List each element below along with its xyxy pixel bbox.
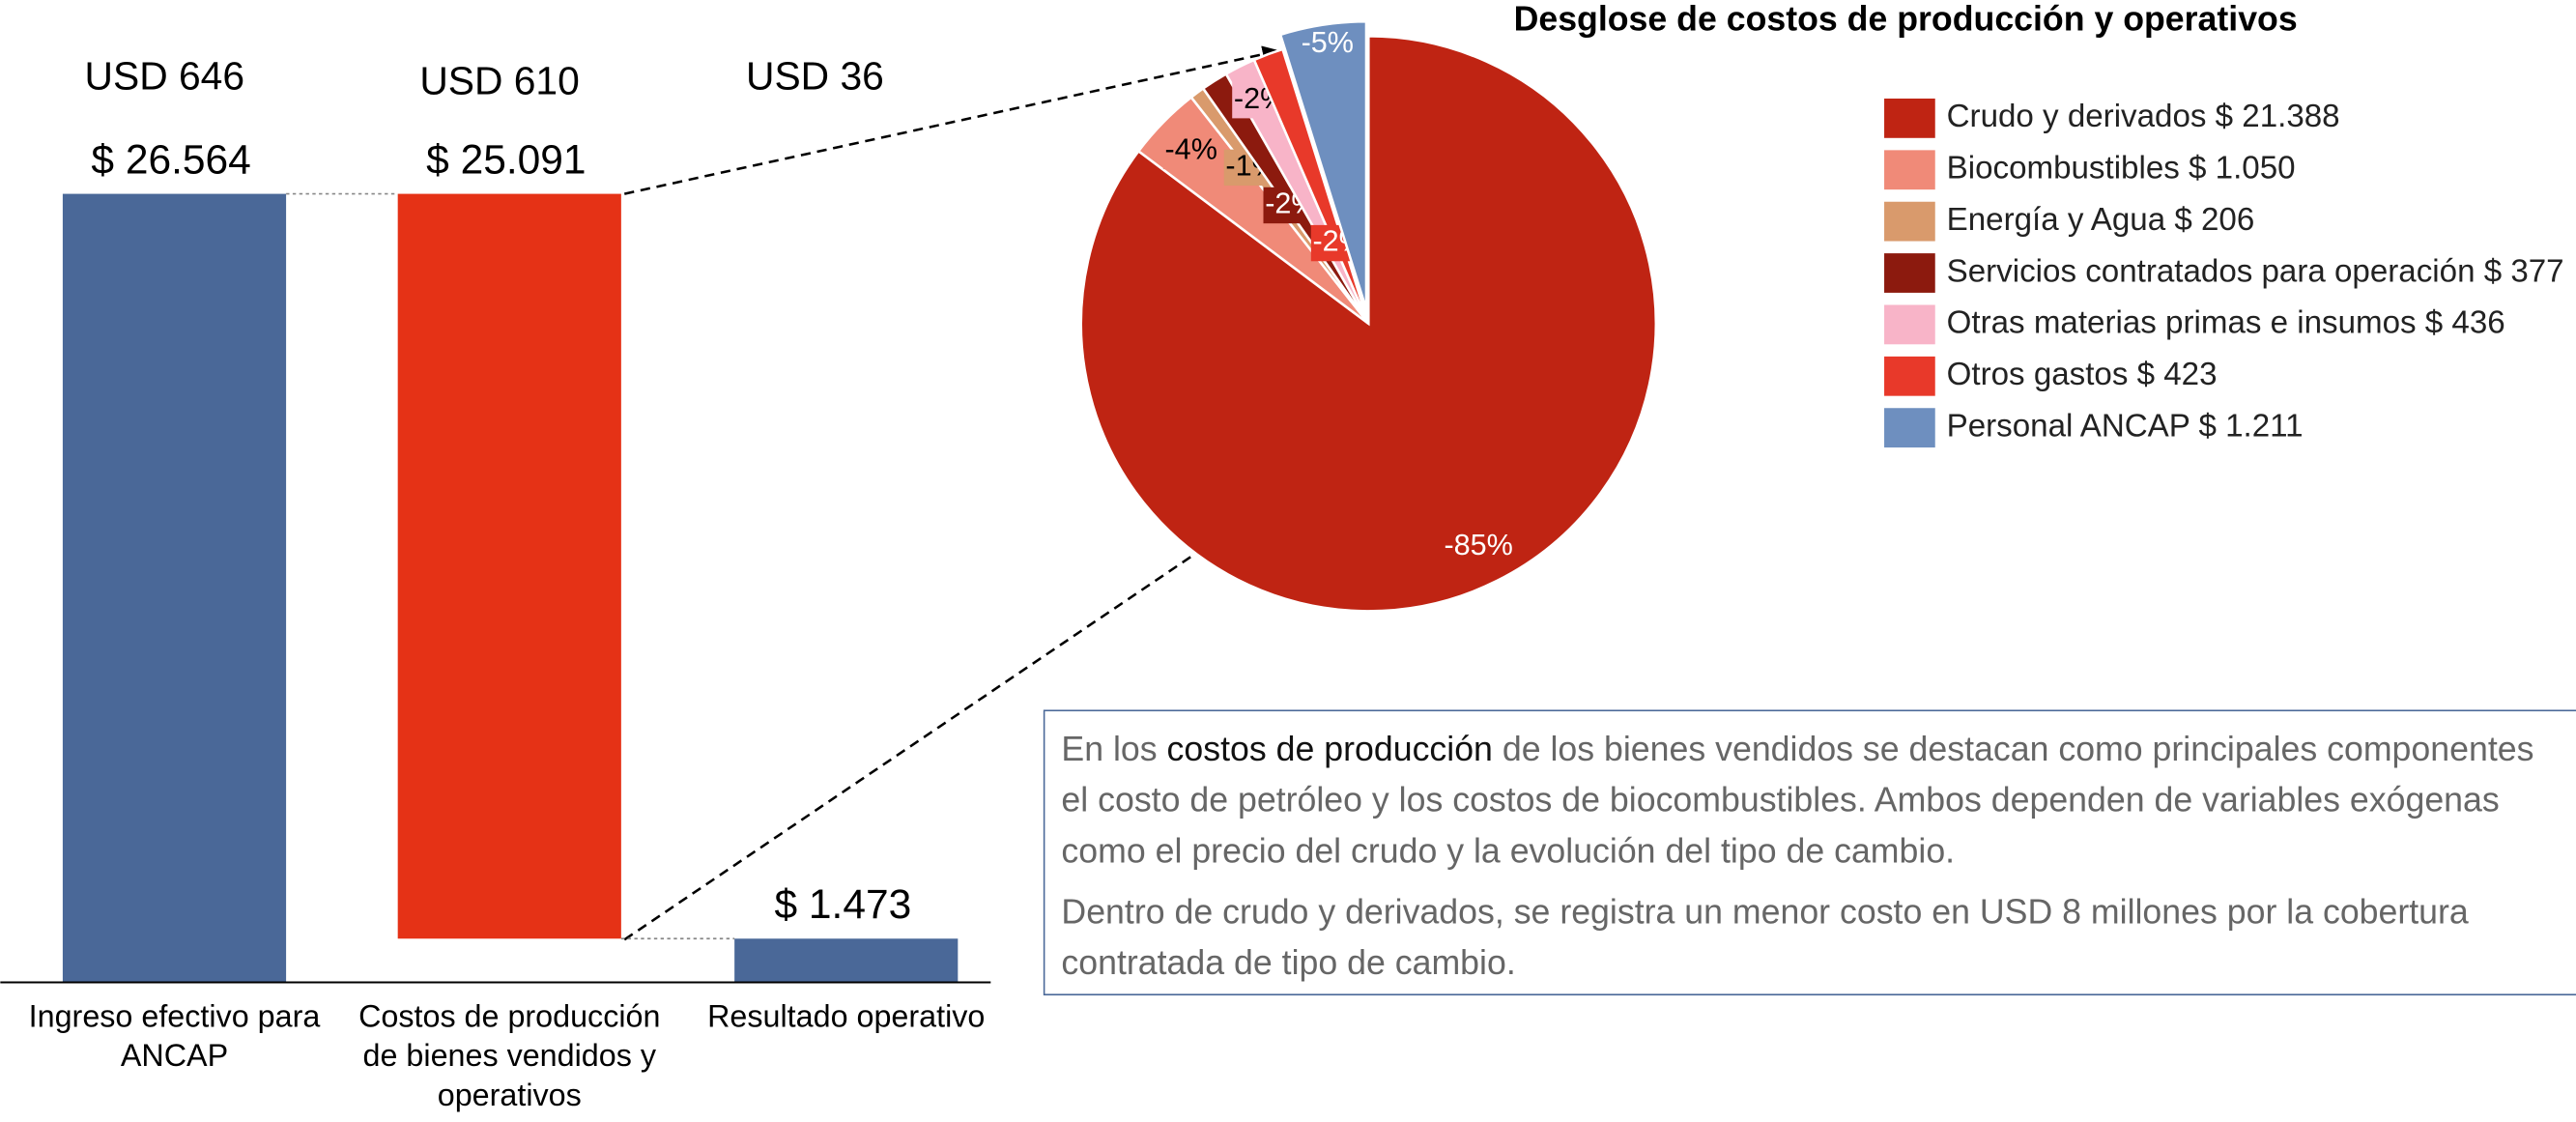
note-text: costos de producción [1166, 731, 1493, 769]
legend-label: Otras materias primas e insumos $ 436 [1947, 305, 2505, 341]
label-bg [1162, 132, 1219, 170]
note-paragraph: En los costos de producción de los biene… [1061, 725, 2568, 877]
legend-swatch [1884, 201, 1935, 242]
data-label: -85% [1444, 529, 1512, 561]
x-tick-label-box: Costos de producción de bienes vendidos … [358, 1000, 661, 1114]
value-label: $ 26.564 [91, 138, 250, 184]
pie-title: Desglose de costos de producción y opera… [1514, 0, 2298, 39]
usd-label: USD 646 [85, 53, 244, 98]
x-tick-label-box: Ingreso efectivo para ANCAP [28, 1000, 321, 1075]
usd-label: USD 36 [746, 53, 884, 98]
arrow [623, 534, 1224, 941]
legend-swatch [1884, 356, 1935, 396]
bar [397, 193, 621, 939]
usd-label: USD 610 [419, 58, 579, 102]
pie-slice [1278, 19, 1368, 310]
data-label: -4% [1165, 132, 1217, 165]
note-paragraph: Dentro de crudo y derivados, se registra… [1061, 887, 2568, 989]
value-label: $ 25.091 [426, 138, 586, 184]
note-text: Dentro de crudo y derivados, se registra… [1061, 893, 2469, 983]
arrow [623, 45, 1280, 195]
legend-swatch [1884, 408, 1935, 448]
legend-swatch [1884, 150, 1935, 190]
note-text: de los bienes vendidos se destacan como … [1061, 731, 2534, 871]
value-label: $ 1.473 [774, 882, 911, 928]
data-label: -5% [1302, 26, 1354, 59]
note: En los costos de producción de los biene… [1043, 709, 2576, 996]
legend-swatch [1884, 253, 1935, 293]
bar [62, 193, 287, 983]
x-tick-label: Costos de producción de bienes vendidos … [358, 1000, 661, 1114]
note-text: En los [1061, 731, 1167, 769]
legend-label: Otros gastos $ 423 [1947, 357, 2218, 392]
legend-label: Servicios contratados para operación $ 3… [1947, 253, 2564, 289]
note-box: En los costos de producción de los biene… [1043, 709, 2576, 996]
x-tick-label: Resultado operativo [707, 1000, 986, 1035]
legend-label: Crudo y derivados $ 21.388 [1947, 99, 2340, 134]
legend-label: Energía y Agua $ 206 [1947, 202, 2255, 238]
legend-label: Biocombustibles $ 1.050 [1947, 151, 2296, 187]
x-tick-label: Ingreso efectivo para ANCAP [28, 1000, 321, 1075]
bar [734, 938, 959, 983]
x-tick-label-box: Resultado operativo [707, 1000, 986, 1035]
legend-swatch [1884, 304, 1935, 345]
legend-swatch [1884, 98, 1935, 138]
legend-label: Personal ANCAP $ 1.211 [1947, 408, 2304, 444]
